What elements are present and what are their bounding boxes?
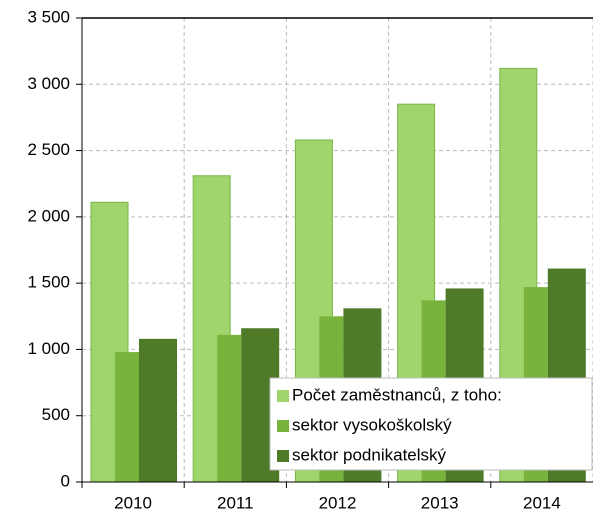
legend-label: sektor vysokoškolský: [292, 415, 452, 434]
y-tick-label: 0: [61, 471, 70, 490]
y-tick-label: 1 500: [27, 273, 70, 292]
legend-swatch: [277, 420, 289, 432]
legend-swatch: [277, 390, 289, 402]
legend-label: sektor podnikatelský: [292, 445, 447, 464]
y-tick-label: 2 500: [27, 140, 70, 159]
y-tick-label: 3 000: [27, 74, 70, 93]
bar: [139, 338, 177, 482]
y-tick-label: 500: [42, 405, 70, 424]
x-tick-label: 2014: [523, 493, 561, 512]
y-tick-label: 1 000: [27, 339, 70, 358]
y-tick-label: 2 000: [27, 206, 70, 225]
bar: [115, 352, 139, 482]
legend-swatch: [277, 450, 289, 462]
x-tick-label: 2011: [217, 493, 254, 512]
legend-box: [269, 377, 593, 471]
x-tick-label: 2012: [319, 493, 357, 512]
x-tick-label: 2010: [114, 493, 152, 512]
x-tick-label: 2013: [421, 493, 459, 512]
y-tick-label: 3 500: [27, 7, 70, 26]
bar: [217, 334, 242, 482]
legend-label: Počet zaměstnanců, z toho:: [292, 385, 502, 404]
